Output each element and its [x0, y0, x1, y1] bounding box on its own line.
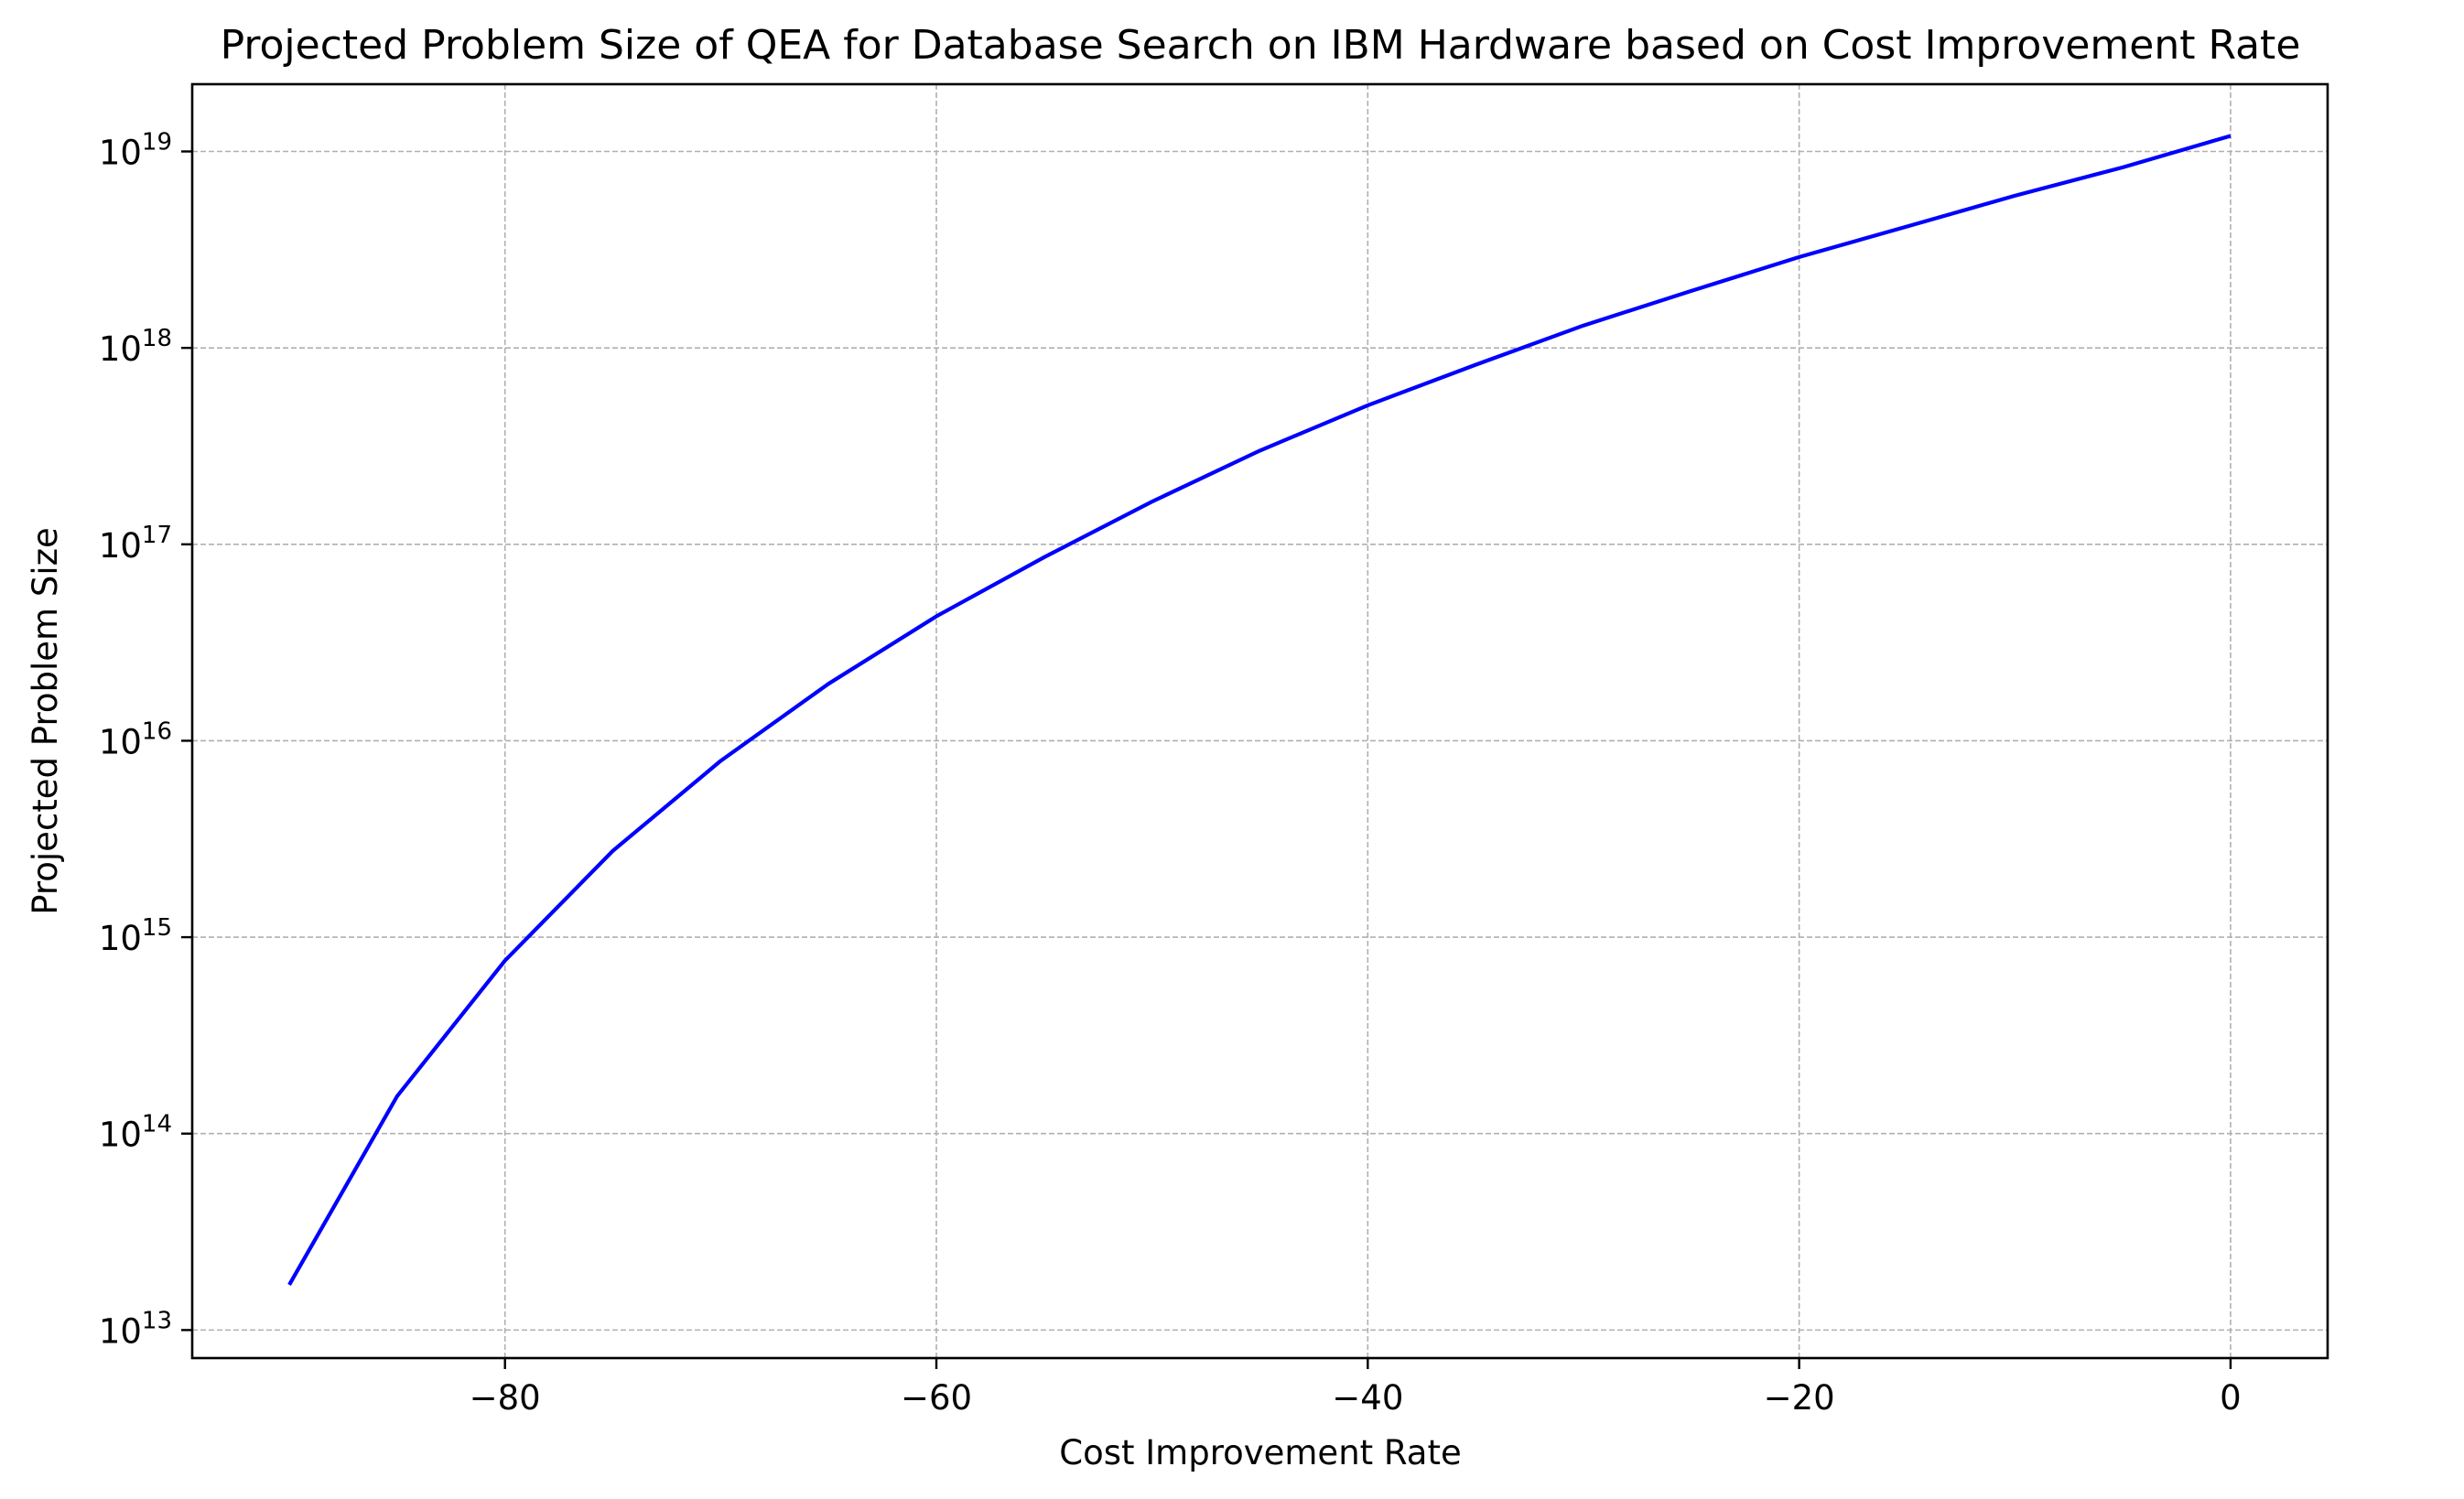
ticks: −80 −60 −40 −20 0 1013 1014 1015 1016 1017 1018 101…	[99, 128, 2242, 1418]
x-axis-label: Cost Improvement Rate	[1059, 1433, 1462, 1472]
x-tick-label: −80	[470, 1378, 541, 1418]
y-tick-label: 1014	[99, 1111, 172, 1155]
y-tick-label: 1019	[99, 128, 172, 172]
y-axis-label: Projected Problem Size	[26, 527, 65, 915]
grid	[192, 84, 2328, 1358]
x-tick-label: −20	[1764, 1378, 1835, 1418]
y-tick-label: 1015	[99, 914, 172, 958]
series-line	[287, 134, 2232, 1286]
axes-frame	[190, 82, 2329, 1360]
series-layer	[287, 134, 2232, 1286]
chart-title: Projected Problem Size of QEA for Databa…	[221, 22, 2301, 69]
plot-frame	[190, 82, 2329, 1360]
y-tick-label: 1016	[99, 717, 172, 761]
x-tick-label: 0	[2220, 1378, 2242, 1418]
y-tick-label: 1013	[99, 1307, 172, 1351]
y-tick-label: 1018	[99, 325, 172, 369]
y-tick-label: 1017	[99, 522, 172, 566]
x-tick-label: −40	[1332, 1378, 1403, 1418]
x-tick-label: −60	[901, 1378, 972, 1418]
